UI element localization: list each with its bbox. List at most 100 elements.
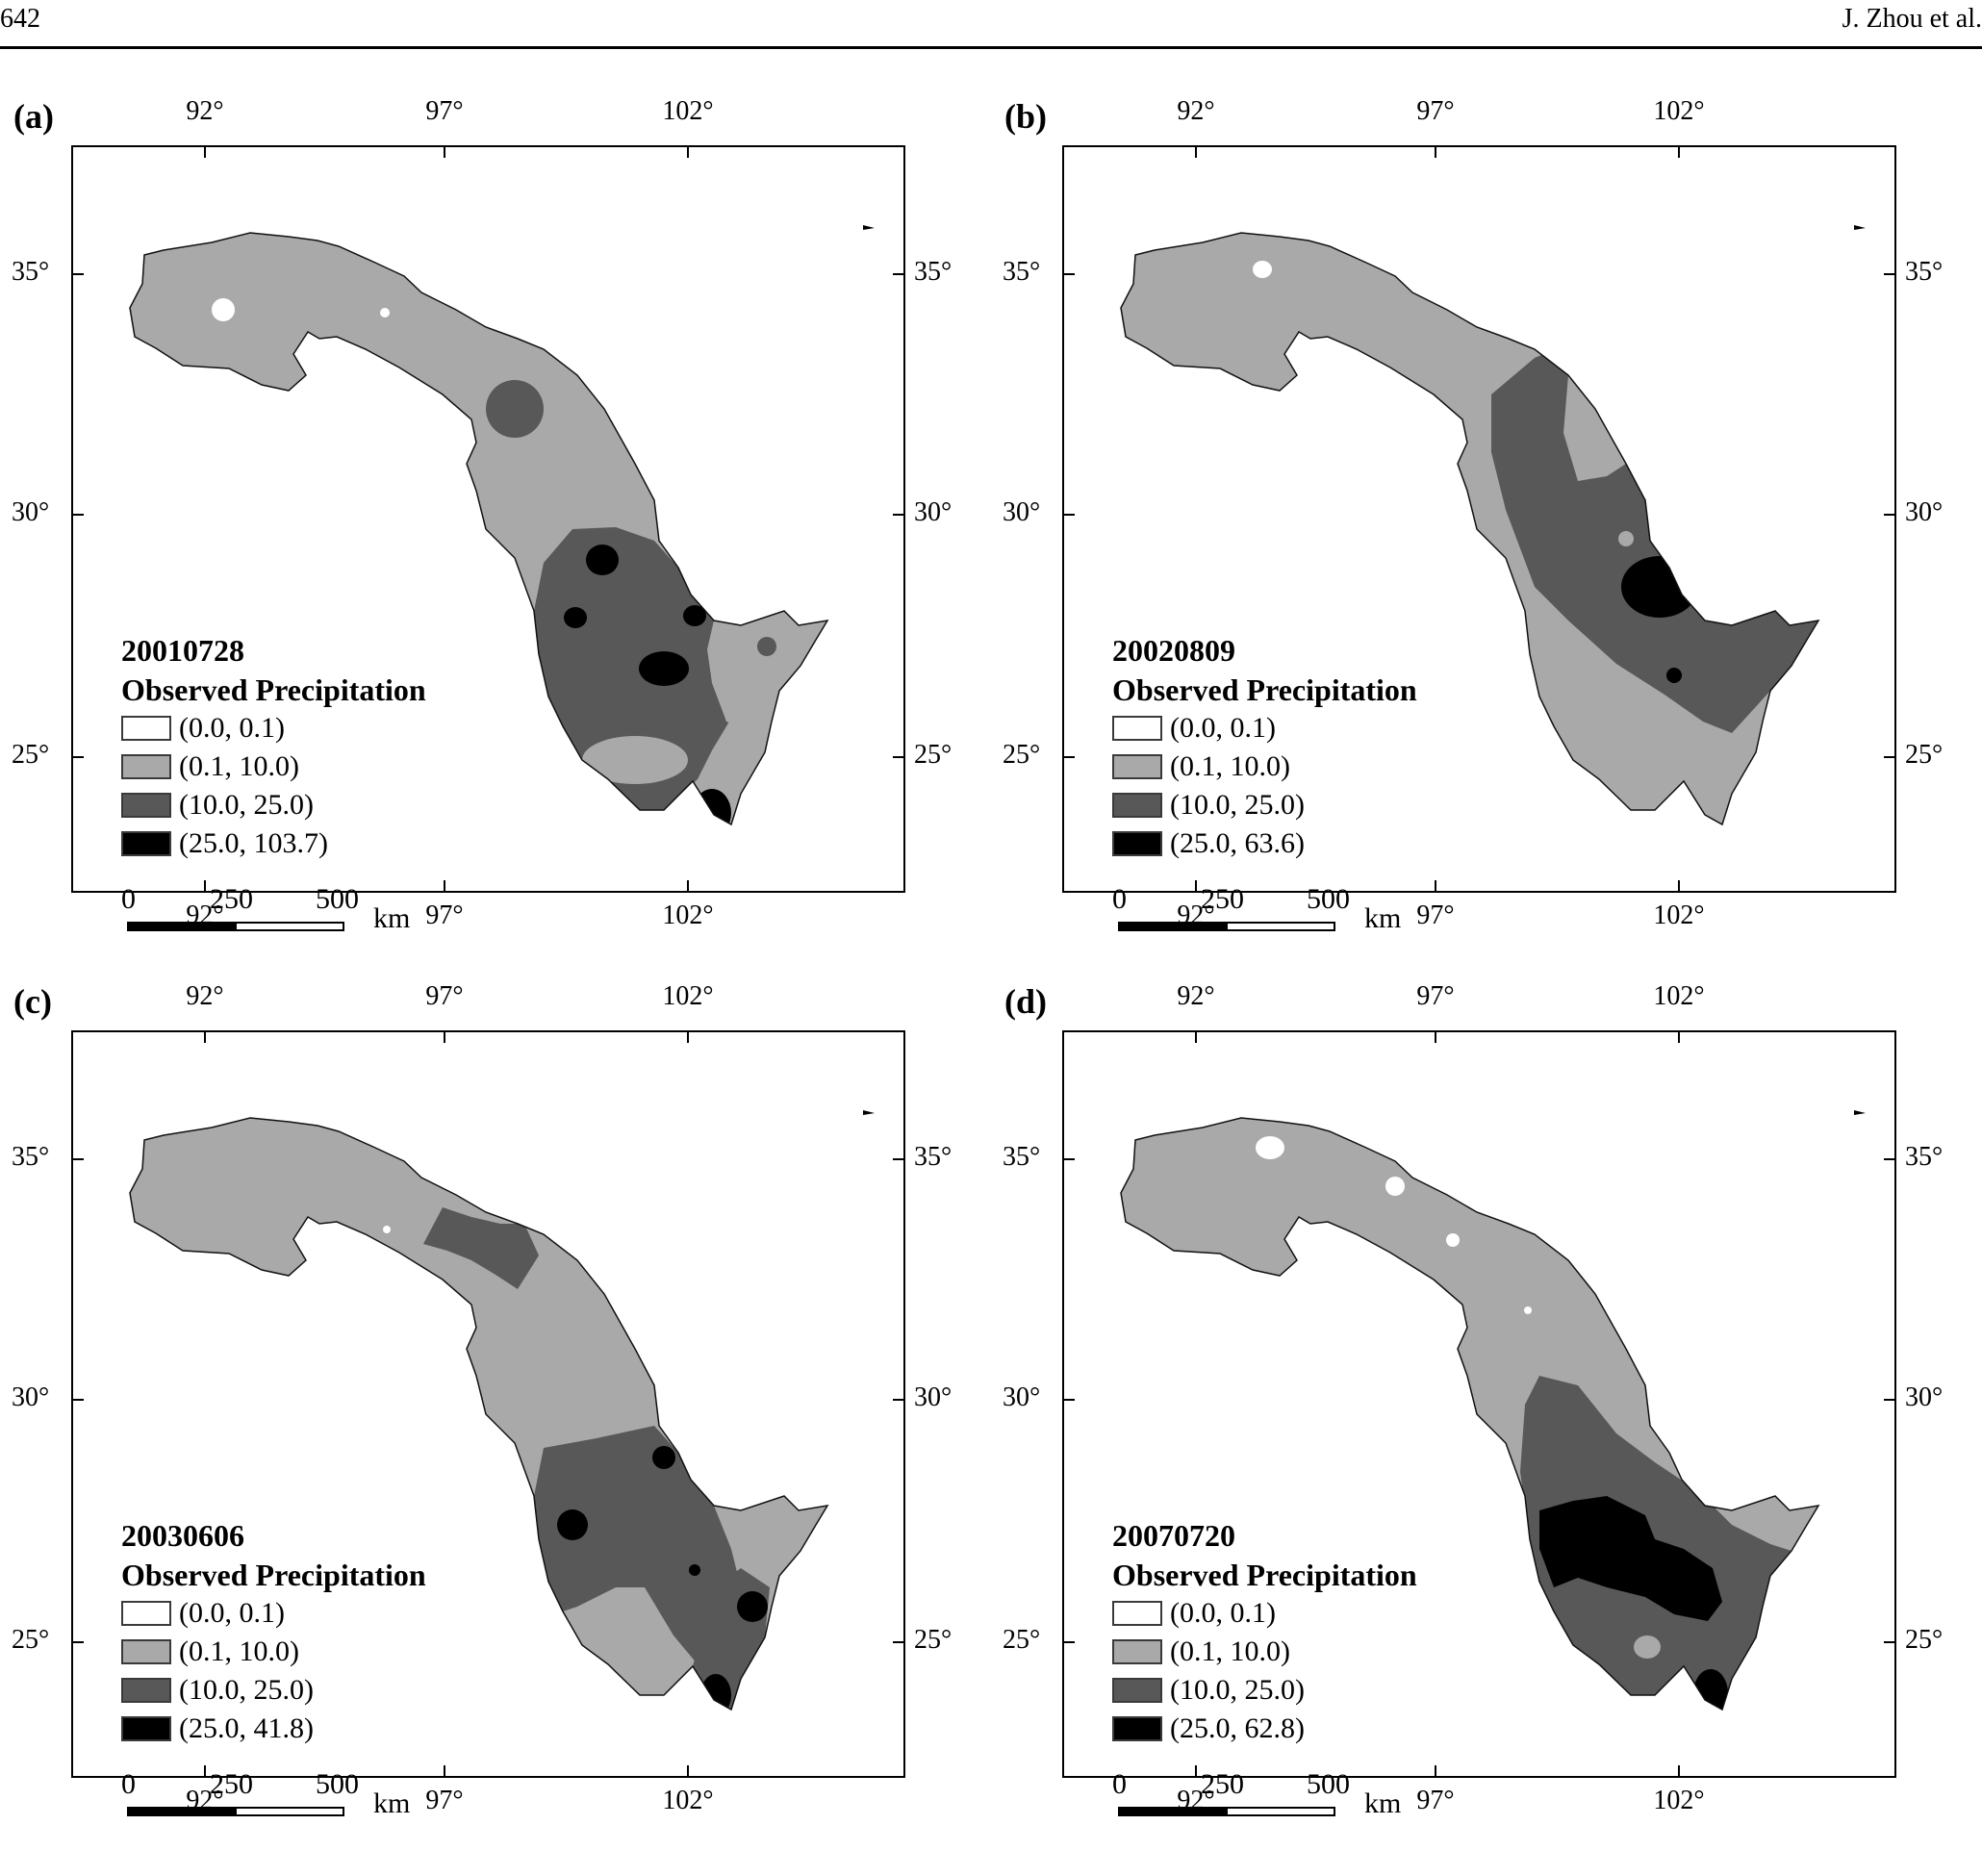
lat-label-left: 35° — [1003, 257, 1041, 287]
panel-label: (b) — [1004, 97, 1047, 136]
precip-zone-class-1 — [1385, 1177, 1405, 1196]
legend-label: (10.0, 25.0) — [1170, 1674, 1305, 1706]
precip-zone-class-4 — [689, 1564, 700, 1576]
scale-segment-white — [235, 1807, 344, 1816]
basin-outline — [129, 232, 829, 826]
legend-label: (0.0, 0.1) — [179, 1597, 285, 1629]
precip-zone-class-4 — [639, 651, 689, 686]
scale-segment-black — [127, 922, 237, 931]
legend-label: (0.0, 0.1) — [1170, 1597, 1276, 1629]
legend-item: (10.0, 25.0) — [1112, 1671, 1417, 1710]
legend-swatch — [121, 793, 171, 818]
legend-item: (0.0, 0.1) — [1112, 1594, 1417, 1633]
lat-label-right: 35° — [914, 1142, 953, 1172]
map-panel-a: (a) 92° 92° 97° 97° 102° 102° 35° 35° 30° 30° 25° 25… — [0, 87, 981, 991]
lat-label-right: 30° — [914, 497, 953, 527]
lon-label-top: 97° — [425, 981, 464, 1011]
header-rule — [0, 46, 1982, 49]
lon-label-bottom: 102° — [1653, 1786, 1705, 1815]
legend-item: (25.0, 41.8) — [121, 1710, 426, 1748]
scale-segment-white — [1226, 922, 1335, 931]
lon-label-bottom: 102° — [662, 900, 714, 930]
precip-zone-class-3 — [1741, 1586, 1752, 1598]
precip-zone-class-1 — [1524, 1306, 1532, 1314]
lat-label-left: 25° — [1003, 740, 1041, 770]
basin-outline — [129, 1117, 829, 1711]
lat-label-left: 30° — [1003, 497, 1041, 527]
map-svg — [71, 145, 905, 893]
lat-label-right: 25° — [914, 740, 953, 770]
legend-item: (25.0, 63.6) — [1112, 824, 1417, 863]
scale-tick-label: 0 — [121, 883, 136, 915]
lon-label-top: 102° — [1653, 981, 1705, 1011]
scale-bar: 0 250 500 km — [1112, 883, 1401, 935]
legend-swatch — [1112, 754, 1162, 779]
legend-swatch — [121, 1639, 171, 1664]
legend-label: (25.0, 63.6) — [1170, 827, 1305, 859]
scale-unit: km — [1364, 902, 1402, 934]
map-svg — [1062, 145, 1896, 893]
scale-bar: 0 250 500 km — [121, 1768, 410, 1820]
precip-zone-class-1 — [212, 298, 235, 321]
legend-item: (0.1, 10.0) — [1112, 748, 1417, 786]
precip-zone-class-4 — [1539, 1496, 1722, 1621]
scale-unit: km — [373, 1787, 411, 1819]
legend-item: (0.1, 10.0) — [121, 1633, 426, 1671]
precip-zone-class-3 — [534, 527, 741, 810]
precip-zone-class-4 — [652, 1446, 675, 1469]
legend-title: Observed Precipitation — [1112, 1558, 1417, 1592]
legend-item: (25.0, 62.8) — [1112, 1710, 1417, 1748]
lon-label-bottom: 102° — [662, 1786, 714, 1815]
precip-zone-class-2 — [1634, 1635, 1661, 1659]
legend-label: (25.0, 62.8) — [1170, 1712, 1305, 1744]
scale-bar: 0 250 500 km — [1112, 1768, 1401, 1820]
precip-zone-class-4 — [586, 545, 619, 575]
panel-label: (a) — [13, 97, 54, 136]
legend-swatch — [1112, 793, 1162, 818]
lon-label-bottom: 97° — [1416, 1786, 1455, 1815]
lat-label-left: 25° — [12, 740, 50, 770]
lon-label-top: 97° — [1416, 981, 1455, 1011]
lon-label-top: 97° — [1416, 96, 1455, 126]
lon-label-top: 97° — [425, 96, 464, 126]
lon-label-bottom: 97° — [1416, 900, 1455, 930]
lat-label-left: 25° — [1003, 1625, 1041, 1655]
scale-tick-label: 500 — [1307, 1768, 1350, 1800]
precip-zone-class-1 — [1446, 1233, 1460, 1247]
legend-item: (10.0, 25.0) — [1112, 786, 1417, 824]
lon-label-bottom: 102° — [1653, 900, 1705, 930]
precip-zone-class-2 — [582, 736, 688, 784]
page-number: 642 — [0, 4, 40, 34]
scale-segment-white — [235, 922, 344, 931]
legend-swatch — [121, 1601, 171, 1626]
map-svg — [1062, 1030, 1896, 1778]
legend-item: (0.1, 10.0) — [1112, 1633, 1417, 1671]
scale-segment-black — [127, 1807, 237, 1816]
legend: 20010728 Observed Precipitation (0.0, 0.1)… — [121, 630, 426, 863]
legend-item: (10.0, 25.0) — [121, 1671, 426, 1710]
precip-zone-class-3 — [423, 1207, 539, 1289]
lat-label-left: 35° — [12, 1142, 50, 1172]
legend-label: (10.0, 25.0) — [179, 1674, 314, 1706]
map-panel-c: (c) 92° 92° 97° 97° 102° 102° 35° 35° 30° 30° 25° 25… — [0, 972, 981, 1876]
event-date: 20070720 — [1112, 1518, 1235, 1553]
panel-label: (c) — [13, 982, 52, 1021]
lat-label-right: 25° — [1905, 740, 1944, 770]
lat-label-left: 30° — [12, 1382, 50, 1412]
lat-label-right: 35° — [914, 257, 953, 287]
scale-tick-label: 250 — [210, 1768, 253, 1800]
scale-unit: km — [1364, 1787, 1402, 1819]
scale-tick-label: 250 — [1201, 883, 1244, 915]
scale-unit: km — [373, 902, 411, 934]
scale-tick-label: 500 — [316, 1768, 359, 1800]
scale-tick-label: 500 — [316, 883, 359, 915]
scale-segment-white — [1226, 1807, 1335, 1816]
legend-swatch — [121, 716, 171, 741]
legend-label: (0.0, 0.1) — [1170, 712, 1276, 744]
precip-zone-class-4 — [1666, 668, 1682, 683]
legend-label: (0.1, 10.0) — [1170, 1635, 1290, 1667]
precip-zone-class-3 — [486, 380, 544, 438]
map-panel-b: (b) 92° 92° 97° 97° 102° 102° 35° 35° 30° 30° 25° 25… — [991, 87, 1972, 991]
lat-label-left: 30° — [1003, 1382, 1041, 1412]
scale-tick-label: 250 — [1201, 1768, 1244, 1800]
